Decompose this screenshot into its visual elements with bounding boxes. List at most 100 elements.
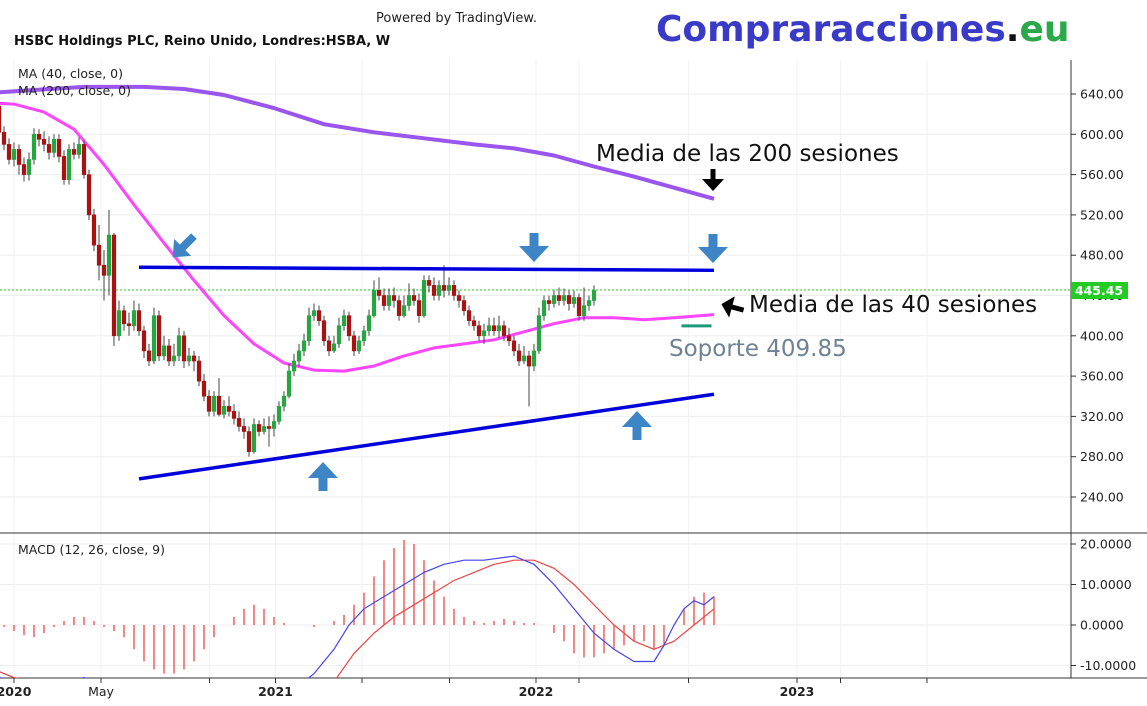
candle-body: [252, 424, 256, 451]
candle-body: [412, 296, 416, 301]
candle-body: [467, 311, 471, 321]
candle-body: [462, 301, 466, 311]
macd-legend[interactable]: MACD (12, 26, close, 9): [18, 542, 165, 557]
candle-body: [537, 316, 541, 351]
candle-body: [352, 336, 356, 351]
price-tick-label: 520.00: [1080, 207, 1124, 222]
candle: [0, 104, 1, 137]
ma40-legend[interactable]: MA (40, close, 0): [18, 66, 123, 81]
candle-body: [502, 326, 506, 336]
candle-body: [47, 144, 51, 152]
candle-body: [332, 344, 336, 351]
candle-body: [447, 285, 451, 290]
candle-body: [267, 426, 271, 428]
candle-body: [127, 324, 131, 326]
candle-body: [147, 351, 151, 361]
candle-body: [297, 351, 301, 361]
candle-body: [517, 351, 521, 361]
candle-body: [587, 301, 591, 306]
time-tick-label: 2020: [0, 684, 32, 699]
candle-body: [132, 311, 136, 326]
price-tick-label: 560.00: [1080, 167, 1124, 182]
candle-body: [242, 426, 246, 431]
candle-body: [307, 316, 311, 341]
candle-body: [357, 341, 361, 351]
candle-body: [107, 235, 111, 275]
candle-body: [327, 341, 331, 351]
candle-body: [172, 356, 176, 361]
candle-body: [337, 326, 341, 344]
time-tick-label: 2022: [519, 684, 554, 699]
candle-body: [492, 326, 496, 331]
candle-body: [397, 301, 401, 316]
candle: [422, 275, 426, 317]
candle-body: [92, 215, 96, 245]
time-tick-label: 2021: [258, 684, 293, 699]
candle-body: [97, 245, 101, 265]
candle-body: [522, 356, 526, 361]
candle-body: [542, 301, 546, 316]
macd-tick-label: -10.0000: [1080, 658, 1136, 673]
candle-body: [552, 296, 556, 304]
candle-body: [497, 326, 501, 331]
candle-body: [207, 396, 211, 411]
candle-body: [472, 321, 476, 326]
macd-tick-label: 10.0000: [1080, 577, 1132, 592]
candle-body: [287, 371, 291, 396]
candle-body: [222, 406, 226, 414]
chart-title: HSBC Holdings PLC, Reino Unido, Londres:…: [14, 34, 390, 49]
candle-body: [227, 406, 231, 411]
candle-body: [212, 396, 216, 411]
brand-logo[interactable]: Compraracciones.eu: [656, 9, 1070, 50]
candle: [112, 233, 116, 346]
candle-body: [477, 326, 481, 336]
candle-body: [532, 351, 536, 366]
macd-tick-label: 0.0000: [1080, 618, 1124, 633]
candle-body: [192, 356, 196, 361]
candle-body: [117, 311, 121, 336]
candle-body: [32, 134, 36, 159]
candle-body: [557, 296, 561, 301]
candle: [87, 170, 91, 220]
candle-body: [527, 356, 531, 366]
candle-body: [347, 316, 351, 336]
candle-body: [507, 336, 511, 341]
candle-body: [322, 321, 326, 341]
candle-body: [547, 301, 551, 304]
last-price-value: 445.45: [1075, 283, 1123, 298]
time-tick-label: May: [88, 684, 114, 699]
candle-body: [317, 311, 321, 321]
ma200-legend[interactable]: MA (200, close, 0): [18, 83, 131, 98]
candle-body: [62, 156, 66, 179]
candle-body: [567, 296, 571, 304]
time-tick-label: 2023: [780, 684, 815, 699]
price-tick-label: 640.00: [1080, 87, 1124, 102]
macd-tick-label: 20.0000: [1080, 537, 1132, 552]
candle-body: [442, 285, 446, 290]
candle-body: [152, 316, 156, 361]
candle-body: [102, 265, 106, 275]
powered-by-label: Powered by TradingView.: [376, 11, 537, 26]
price-tick-label: 280.00: [1080, 449, 1124, 464]
price-tick-label: 600.00: [1080, 127, 1124, 142]
candle-body: [112, 235, 116, 336]
candle-body: [487, 326, 491, 331]
candle-body: [77, 144, 81, 154]
price-tick-label: 360.00: [1080, 369, 1124, 384]
ma200-annotation: Media de las 200 sesiones: [596, 141, 899, 167]
candle-body: [87, 175, 91, 215]
candle-body: [122, 311, 126, 324]
candle: [67, 144, 71, 184]
candle-body: [137, 311, 141, 331]
last-price-tag: 445.45: [1071, 282, 1128, 299]
candle-body: [157, 316, 161, 356]
price-tick-label: 240.00: [1080, 490, 1124, 505]
candle-body: [7, 144, 11, 159]
candle-body: [402, 306, 406, 316]
candle-body: [12, 149, 16, 159]
candle-body: [22, 165, 26, 175]
candle-body: [162, 346, 166, 356]
candle-body: [52, 139, 56, 152]
candle-body: [217, 396, 221, 414]
